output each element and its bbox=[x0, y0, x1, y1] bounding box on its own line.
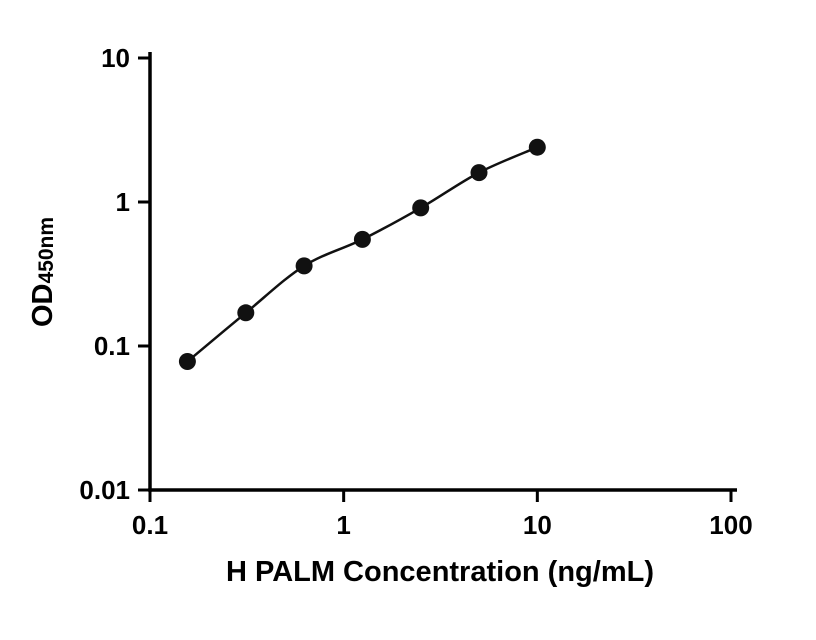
y-axis-title-main: OD bbox=[27, 284, 59, 328]
data-point-marker bbox=[353, 230, 371, 248]
y-axis-title: OD450nm bbox=[27, 217, 59, 327]
y-tick-label: 1 bbox=[116, 187, 130, 217]
x-tick-label: 100 bbox=[709, 510, 752, 540]
x-axis-title: H PALM Concentration (ng/mL) bbox=[226, 556, 654, 588]
x-tick-label: 1 bbox=[336, 510, 350, 540]
fit-curve-path bbox=[186, 146, 538, 363]
data-point-marker bbox=[237, 304, 255, 322]
fit-curve bbox=[186, 146, 538, 363]
data-points bbox=[178, 138, 546, 370]
y-tick-label: 0.01 bbox=[79, 475, 130, 505]
data-point-marker bbox=[470, 164, 488, 182]
data-point-marker bbox=[295, 257, 313, 275]
data-point-marker bbox=[528, 138, 546, 156]
axes bbox=[148, 52, 737, 492]
x-tick-label: 10 bbox=[523, 510, 552, 540]
x-tick-label: 0.1 bbox=[132, 510, 168, 540]
data-point-marker bbox=[178, 353, 196, 370]
y-tick-label: 10 bbox=[101, 43, 130, 73]
y-axis-title-sub: 450nm bbox=[35, 217, 58, 284]
y-tick-label: 0.1 bbox=[94, 331, 130, 361]
tick-marks bbox=[138, 56, 733, 502]
data-point-marker bbox=[412, 199, 430, 217]
